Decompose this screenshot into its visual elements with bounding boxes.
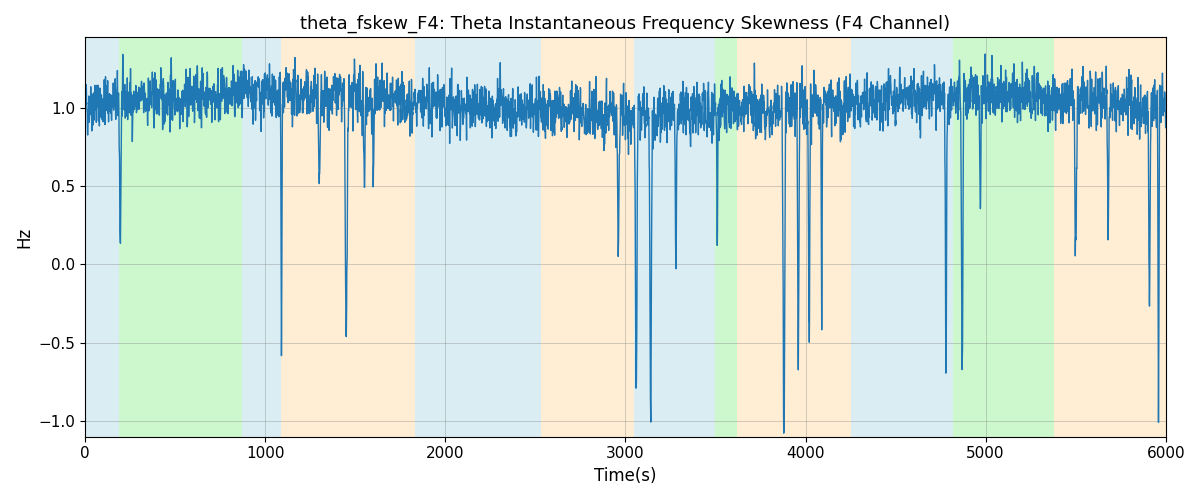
Bar [119, 38, 242, 436]
Bar [541, 38, 635, 436]
Bar [635, 38, 715, 436]
Bar [1054, 38, 1165, 436]
Y-axis label: Hz: Hz [14, 226, 32, 248]
Bar [851, 38, 953, 436]
Bar [282, 38, 415, 436]
Title: theta_fskew_F4: Theta Instantaneous Frequency Skewness (F4 Channel): theta_fskew_F4: Theta Instantaneous Freq… [300, 15, 950, 34]
Bar [242, 38, 282, 436]
Bar [953, 38, 1054, 436]
Bar [715, 38, 737, 436]
Bar [415, 38, 541, 436]
Bar [85, 38, 119, 436]
Bar [737, 38, 851, 436]
X-axis label: Time(s): Time(s) [594, 467, 656, 485]
